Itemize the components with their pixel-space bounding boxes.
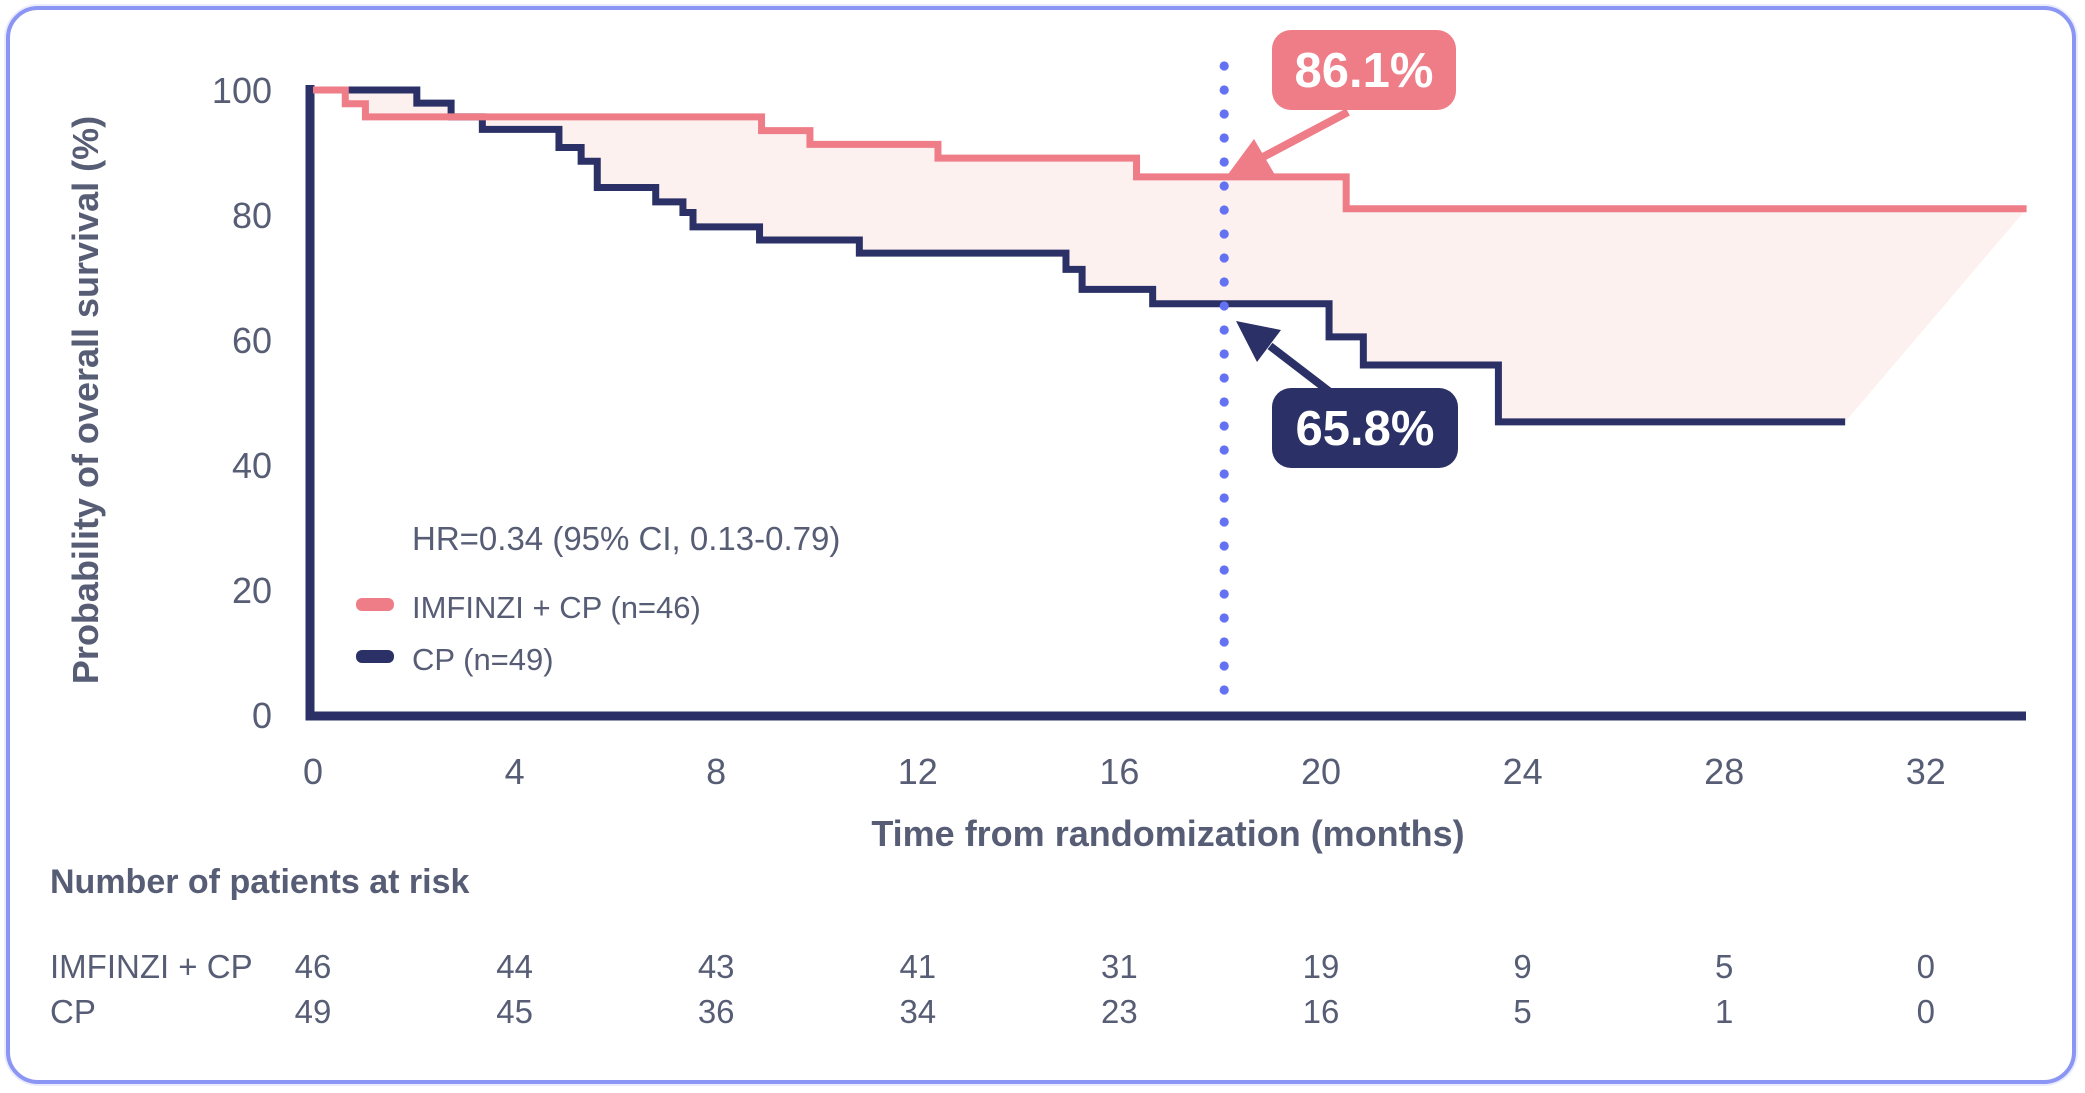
y-tick-label: 20 (232, 570, 272, 611)
x-tick-label: 16 (1099, 751, 1139, 792)
landmark-dot (1219, 181, 1229, 191)
cp-curve (313, 86, 1846, 426)
landmark-dot (1219, 157, 1229, 167)
cp-landmark-badge (1272, 388, 1458, 468)
risk-row-label-cp: CP (50, 993, 96, 1030)
risk-value: 0 (1917, 993, 1935, 1030)
landmark-dot (1219, 205, 1229, 215)
x-tick-label: 12 (898, 751, 938, 792)
landmark-dot (1219, 637, 1229, 647)
x-tick-label: 8 (706, 751, 726, 792)
landmark-dot (1219, 109, 1229, 119)
risk-value: 45 (496, 993, 533, 1030)
risk-value: 0 (1917, 948, 1935, 985)
landmark-dot (1219, 445, 1229, 455)
y-tick-label: 100 (212, 70, 272, 111)
landmark-dot (1219, 301, 1229, 311)
landmark-dot (1219, 517, 1229, 527)
landmark-dot (1219, 493, 1229, 503)
legend-label-cp: CP (n=49) (412, 642, 554, 677)
landmark-dot (1219, 397, 1229, 407)
hr-annotation: HR=0.34 (95% CI, 0.13-0.79) (412, 520, 840, 557)
between-curves-fill (313, 90, 2027, 422)
risk-value: 41 (899, 948, 936, 985)
x-tick-label: 32 (1906, 751, 1946, 792)
risk-value: 36 (698, 993, 735, 1030)
landmark-dot (1219, 61, 1229, 71)
landmark-dot (1219, 325, 1229, 335)
landmark-dot (1219, 229, 1229, 239)
risk-value: 1 (1715, 993, 1733, 1030)
cp-annotation-arrow-line (1267, 342, 1333, 396)
landmark-dot (1219, 541, 1229, 551)
landmark-dot (1219, 661, 1229, 671)
risk-value: 19 (1303, 948, 1340, 985)
risk-table-heading: Number of patients at risk (50, 863, 470, 901)
cp-annotation-arrow-head (1236, 321, 1281, 362)
cp-landmark-value: 65.8% (1296, 402, 1435, 456)
landmark-dot (1219, 589, 1229, 599)
risk-row-label-imfinzi: IMFINZI + CP (50, 948, 253, 985)
x-tick-label: 28 (1704, 751, 1744, 792)
axes-lines (305, 85, 2026, 721)
risk-value: 23 (1101, 993, 1138, 1030)
x-tick-label: 0 (303, 751, 323, 792)
landmark-dot (1219, 133, 1229, 143)
legend-swatch-cp (356, 650, 394, 663)
curves-layer (313, 86, 2027, 426)
y-tick-label: 40 (232, 445, 272, 486)
y-tick-labels: 100 80 60 40 20 0 (212, 70, 272, 736)
x-tick-label: 24 (1503, 751, 1543, 792)
imfinzi-landmark-badge (1272, 30, 1456, 110)
imfinzi-curve (313, 86, 2027, 213)
between-curves-fill-layer (313, 90, 2027, 422)
x-axis-title: Time from randomization (months) (871, 813, 1464, 854)
risk-value: 49 (295, 993, 332, 1030)
legend-label-imfinzi: IMFINZI + CP (n=46) (412, 590, 701, 625)
risk-value: 34 (899, 993, 936, 1030)
risk-value: 9 (1513, 948, 1531, 985)
landmark-dotted-line (1219, 61, 1229, 695)
x-tick-label: 20 (1301, 751, 1341, 792)
landmark-dot (1219, 253, 1229, 263)
risk-value: 44 (496, 948, 533, 985)
landmark-dot (1219, 85, 1229, 95)
landmark-dot (1219, 373, 1229, 383)
imfinzi-landmark-value: 86.1% (1295, 44, 1434, 98)
landmark-dot (1219, 277, 1229, 287)
landmark-dot (1219, 685, 1229, 695)
y-tick-label: 0 (252, 695, 272, 736)
legend-swatch-imfinzi (356, 598, 394, 611)
risk-table-values: 46 49 44 45 43 36 41 34 31 23 19 16 9 5 5 1 0 0 (295, 948, 1935, 1030)
landmark-dot (1219, 469, 1229, 479)
risk-value: 16 (1303, 993, 1340, 1030)
landmark-dot (1219, 613, 1229, 623)
risk-value: 43 (698, 948, 735, 985)
y-tick-label: 60 (232, 320, 272, 361)
imfinzi-annotation-arrow-line (1261, 108, 1350, 161)
landmark-dot (1219, 349, 1229, 359)
x-tick-labels: 0 4 8 12 16 20 24 28 32 (303, 751, 1946, 792)
y-axis-title: Probability of overall survival (%) (65, 116, 106, 684)
risk-value: 5 (1715, 948, 1733, 985)
risk-value: 31 (1101, 948, 1138, 985)
landmark-dot (1219, 421, 1229, 431)
landmark-dot (1219, 565, 1229, 575)
legend: IMFINZI + CP (n=46) CP (n=49) (356, 590, 701, 677)
risk-value: 5 (1513, 993, 1531, 1030)
x-tick-label: 4 (505, 751, 525, 792)
imfinzi-annotation-arrow-head (1226, 139, 1275, 177)
y-tick-label: 80 (232, 195, 272, 236)
risk-value: 46 (295, 948, 332, 985)
